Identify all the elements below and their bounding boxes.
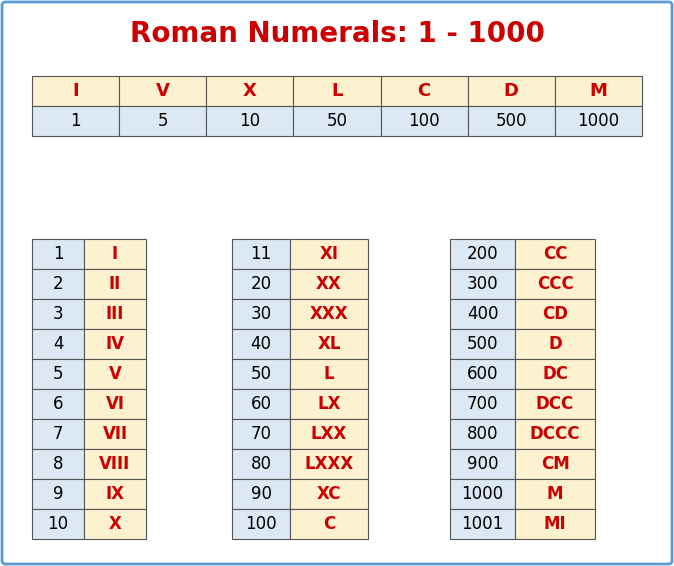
Text: II: II: [109, 275, 121, 293]
Bar: [515, 509, 595, 539]
Text: C: C: [417, 82, 431, 100]
Text: V: V: [156, 82, 170, 100]
Text: 100: 100: [245, 515, 277, 533]
Text: LX: LX: [317, 395, 341, 413]
Bar: [84, 419, 146, 449]
Text: 40: 40: [251, 335, 272, 353]
Text: I: I: [72, 82, 79, 100]
Bar: [468, 106, 555, 136]
Text: L: L: [332, 82, 342, 100]
Text: 50: 50: [326, 112, 348, 130]
Bar: [232, 389, 290, 419]
Text: CCC: CCC: [537, 275, 574, 293]
Text: IX: IX: [106, 485, 125, 503]
Bar: [32, 329, 84, 359]
Text: 8: 8: [53, 455, 63, 473]
Text: 9: 9: [53, 485, 63, 503]
Bar: [232, 269, 290, 299]
Text: M: M: [590, 82, 607, 100]
Bar: [32, 449, 84, 479]
Bar: [293, 76, 381, 106]
Text: 1000: 1000: [578, 112, 619, 130]
Text: 500: 500: [495, 112, 527, 130]
Bar: [84, 389, 146, 419]
Text: Roman Numerals: 1 - 1000: Roman Numerals: 1 - 1000: [129, 20, 545, 48]
Text: 4: 4: [53, 335, 63, 353]
Text: VI: VI: [106, 395, 125, 413]
Text: I: I: [112, 245, 118, 263]
Text: CM: CM: [541, 455, 570, 473]
Bar: [206, 106, 293, 136]
Text: 6: 6: [53, 395, 63, 413]
Bar: [119, 106, 206, 136]
Bar: [232, 359, 290, 389]
Bar: [515, 479, 595, 509]
Text: 70: 70: [251, 425, 272, 443]
Bar: [450, 419, 515, 449]
Bar: [290, 449, 368, 479]
Bar: [290, 419, 368, 449]
Text: 1: 1: [70, 112, 81, 130]
Text: L: L: [324, 365, 334, 383]
Bar: [232, 419, 290, 449]
Text: D: D: [503, 82, 519, 100]
Bar: [515, 269, 595, 299]
Text: 2: 2: [53, 275, 63, 293]
Bar: [84, 509, 146, 539]
Text: 100: 100: [408, 112, 440, 130]
Bar: [290, 239, 368, 269]
Text: XI: XI: [319, 245, 338, 263]
Bar: [450, 479, 515, 509]
Bar: [290, 299, 368, 329]
Text: 1001: 1001: [462, 515, 503, 533]
Text: C: C: [323, 515, 335, 533]
Bar: [555, 106, 642, 136]
Bar: [290, 269, 368, 299]
Text: X: X: [109, 515, 121, 533]
Bar: [450, 449, 515, 479]
Bar: [232, 329, 290, 359]
Bar: [555, 76, 642, 106]
Bar: [32, 299, 84, 329]
Text: 11: 11: [250, 245, 272, 263]
Text: CD: CD: [542, 305, 568, 323]
Text: M: M: [547, 485, 563, 503]
Bar: [119, 76, 206, 106]
Text: 200: 200: [466, 245, 498, 263]
Text: 30: 30: [251, 305, 272, 323]
Bar: [515, 389, 595, 419]
Bar: [381, 76, 468, 106]
Text: 7: 7: [53, 425, 63, 443]
Bar: [515, 419, 595, 449]
Text: III: III: [106, 305, 124, 323]
Text: 5: 5: [158, 112, 168, 130]
Bar: [515, 329, 595, 359]
Bar: [290, 479, 368, 509]
Text: 900: 900: [467, 455, 498, 473]
Text: 1: 1: [53, 245, 63, 263]
Bar: [32, 479, 84, 509]
Bar: [84, 479, 146, 509]
Bar: [32, 106, 119, 136]
Bar: [84, 269, 146, 299]
Bar: [450, 269, 515, 299]
Bar: [232, 299, 290, 329]
Text: 600: 600: [467, 365, 498, 383]
Text: 3: 3: [53, 305, 63, 323]
Text: 60: 60: [251, 395, 272, 413]
Text: 700: 700: [467, 395, 498, 413]
Bar: [32, 389, 84, 419]
Bar: [84, 449, 146, 479]
Bar: [84, 329, 146, 359]
Text: LXX: LXX: [311, 425, 347, 443]
Text: MI: MI: [544, 515, 566, 533]
Text: 1000: 1000: [462, 485, 503, 503]
Text: 10: 10: [47, 515, 69, 533]
Text: 500: 500: [467, 335, 498, 353]
Bar: [84, 299, 146, 329]
Bar: [32, 239, 84, 269]
Bar: [290, 509, 368, 539]
Text: DCCC: DCCC: [530, 425, 580, 443]
Text: 50: 50: [251, 365, 272, 383]
